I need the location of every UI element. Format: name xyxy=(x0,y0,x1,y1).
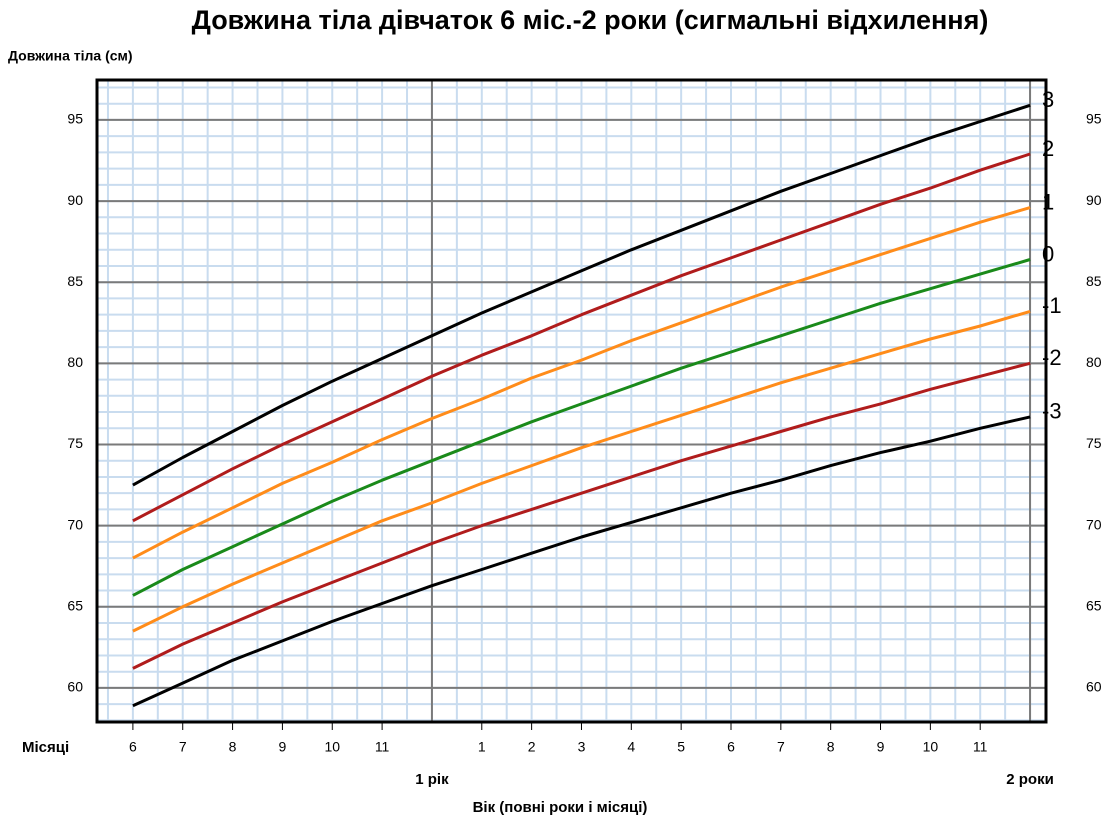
year-tick-label: 2 роки xyxy=(1006,771,1054,788)
series-line xyxy=(132,206,1031,560)
series-line xyxy=(132,103,1031,487)
y-tick-label-right: 80 xyxy=(1086,354,1102,370)
x-tick-label: 9 xyxy=(279,739,287,755)
plot-frame xyxy=(95,78,1048,724)
x-tick-label: 10 xyxy=(324,739,340,755)
x-tick-label: 11 xyxy=(375,739,390,755)
x-tick-label: 4 xyxy=(627,739,635,755)
y-tick-label: 65 xyxy=(67,597,83,613)
series-line xyxy=(132,415,1031,708)
y-tick-label-right: 75 xyxy=(1086,435,1102,451)
x-tick-label: 1 xyxy=(478,739,486,755)
series-line xyxy=(132,258,1031,597)
x-row-label: Місяці xyxy=(22,739,69,756)
series-line xyxy=(132,309,1031,633)
x-tick-label: 2 xyxy=(528,739,536,755)
x-tick-label: 6 xyxy=(727,739,735,755)
x-tick-label: 5 xyxy=(677,739,685,755)
x-tick-label: 7 xyxy=(777,739,785,755)
chart-title: Довжина тіла дівчаток 6 міс.-2 роки (сиг… xyxy=(192,5,989,35)
y-tick-label-right: 95 xyxy=(1086,111,1102,127)
y-tick-label: 75 xyxy=(67,435,83,451)
x-tick-label: 6 xyxy=(129,739,137,755)
y-tick-label-right: 85 xyxy=(1086,273,1102,289)
x-tick-label: 8 xyxy=(229,739,237,755)
series-label: 1 xyxy=(1042,189,1054,214)
y-tick-label: 95 xyxy=(67,111,83,127)
year-tick-label: 1 рік xyxy=(415,771,449,788)
y-tick-label-right: 70 xyxy=(1086,516,1102,532)
y-tick-label: 60 xyxy=(67,679,83,695)
series-line xyxy=(132,152,1031,523)
x-tick-label: 3 xyxy=(578,739,586,755)
y-tick-label-right: 65 xyxy=(1086,597,1102,613)
y-tick-label-right: 60 xyxy=(1086,679,1102,695)
x-tick-label: 9 xyxy=(877,739,885,755)
y-axis-label: Довжина тіла (см) xyxy=(8,48,133,64)
x-tick-label: 8 xyxy=(827,739,835,755)
x-tick-label: 10 xyxy=(923,739,939,755)
plot-area xyxy=(97,80,1046,722)
y-tick-label: 80 xyxy=(67,354,83,370)
y-tick-label: 85 xyxy=(67,273,83,289)
y-tick-label: 90 xyxy=(67,192,83,208)
series-label: 0 xyxy=(1042,241,1054,266)
y-tick-label: 70 xyxy=(67,516,83,532)
series-label: 2 xyxy=(1042,136,1054,161)
x-axis-label: Вік (повні роки і місяці) xyxy=(473,799,648,816)
x-tick-label: 11 xyxy=(973,739,988,755)
series-label: 3 xyxy=(1042,87,1054,112)
y-tick-label-right: 90 xyxy=(1086,192,1102,208)
series-line xyxy=(132,361,1031,670)
x-tick-label: 7 xyxy=(179,739,187,755)
